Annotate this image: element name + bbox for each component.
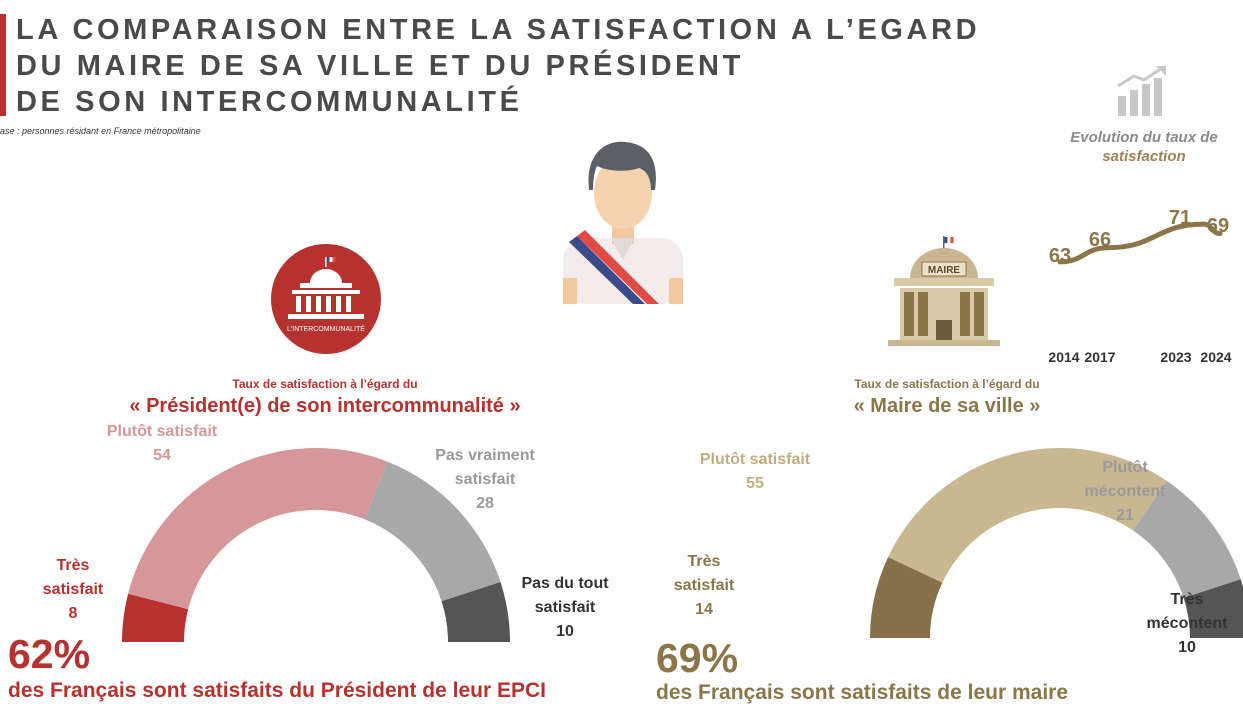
evolution-year-2014: 2014 bbox=[1048, 349, 1079, 365]
intercommunalite-badge-text: L'INTERCOMMUNALITÉ bbox=[287, 324, 365, 333]
intercom-gauge-title: « Président(e) de son intercommunalité » bbox=[129, 395, 521, 417]
evolution-series-line bbox=[1057, 221, 1223, 265]
mairie-slice-2 bbox=[1133, 480, 1241, 598]
intercommunalite-slice-1 bbox=[128, 448, 388, 610]
evolution-title-highlight: satisfaction bbox=[1102, 148, 1186, 165]
evolution-value-2017: 66 bbox=[1089, 229, 1111, 251]
intercommunalite-slice-3 bbox=[441, 582, 510, 642]
page-title: LA COMPARAISON ENTRE LA SATISFACTION A L… bbox=[16, 12, 980, 120]
title-line-1: LA COMPARAISON ENTRE LA SATISFACTION A L… bbox=[16, 14, 981, 46]
mayor-with-sash-icon bbox=[563, 141, 683, 304]
intercommunalite-badge-icon: L'INTERCOMMUNALITÉ bbox=[271, 244, 381, 354]
mairie-building-icon: MAIRE bbox=[888, 236, 1000, 346]
mairie-slice-label-0: Très satisfait 14 bbox=[674, 553, 735, 618]
mairie-slice-0 bbox=[870, 557, 943, 638]
evolution-title: Evolution du taux de satisfaction bbox=[1055, 128, 1233, 166]
intercommunalite-slice-0 bbox=[122, 593, 189, 642]
page-subtitle: ase : personnes résidant en France métro… bbox=[0, 126, 201, 136]
mairie-sign: MAIRE bbox=[928, 265, 961, 276]
evolution-value-2014: 63 bbox=[1049, 245, 1071, 267]
mairie-summary-text: des Français sont satisfaits de leur mai… bbox=[656, 681, 1069, 704]
intercommunalite-slice-label-2: Pas vraiment satisfait 28 bbox=[435, 447, 535, 512]
evolution-title-main: Evolution du taux de bbox=[1070, 129, 1218, 146]
evolution-year-2017: 2017 bbox=[1084, 349, 1115, 365]
evolution-year-2024: 2024 bbox=[1200, 349, 1231, 365]
evolution-value-2023: 71 bbox=[1169, 207, 1191, 229]
intercom-satisfaction-gauge: Très satisfait 8 Plutôt satisfait 54 Pas vrai… bbox=[43, 423, 609, 642]
mairie-slice-label-1: Plutôt satisfait 55 bbox=[700, 451, 811, 492]
mairie-slice-label-3: Très mécontent 10 bbox=[1147, 591, 1229, 656]
intercommunalite-slice-2 bbox=[364, 461, 501, 602]
evolution-year-2023: 2023 bbox=[1160, 349, 1191, 365]
mairie-summary-percent: 69% bbox=[656, 635, 739, 681]
mairie-slice-3 bbox=[1183, 579, 1243, 638]
intercommunalite-slice-label-0: Très satisfait 8 bbox=[43, 557, 104, 622]
intercommunalite-slice-label-3: Pas du tout satisfait 10 bbox=[521, 575, 609, 640]
bar-chart-growth-icon bbox=[1117, 66, 1166, 116]
mairie-slice-1 bbox=[888, 448, 1167, 583]
mairie-satisfaction-gauge: Très satisfait 14 Plutôt satisfait 55 Plutôt m… bbox=[674, 448, 1243, 656]
title-accent-bar bbox=[0, 14, 6, 116]
intercommunalite-slice-label-1: Plutôt satisfait 54 bbox=[107, 423, 218, 464]
mairie-gauge-caption: Taux de satisfaction à l’égard du bbox=[854, 377, 1040, 391]
mairie-gauge-title: « Maire de sa ville » bbox=[853, 395, 1041, 417]
mairie-slice-label-2: Plutôt mécontent 21 bbox=[1085, 459, 1167, 524]
intercom-summary-text: des Français sont satisfaits du Présiden… bbox=[8, 679, 547, 702]
evolution-value-2024: 69 bbox=[1207, 215, 1229, 237]
title-line-2: DU MAIRE DE SA VILLE ET DU PRÉSIDENT bbox=[16, 50, 744, 82]
intercom-summary-percent: 62% bbox=[8, 631, 91, 677]
intercom-gauge-caption: Taux de satisfaction à l’égard du bbox=[232, 377, 418, 391]
evolution-line-chart: 63 2014 66 2017 71 2023 69 2024 bbox=[1048, 207, 1231, 365]
title-line-3: DE SON INTERCOMMUNALITÉ bbox=[16, 86, 523, 118]
